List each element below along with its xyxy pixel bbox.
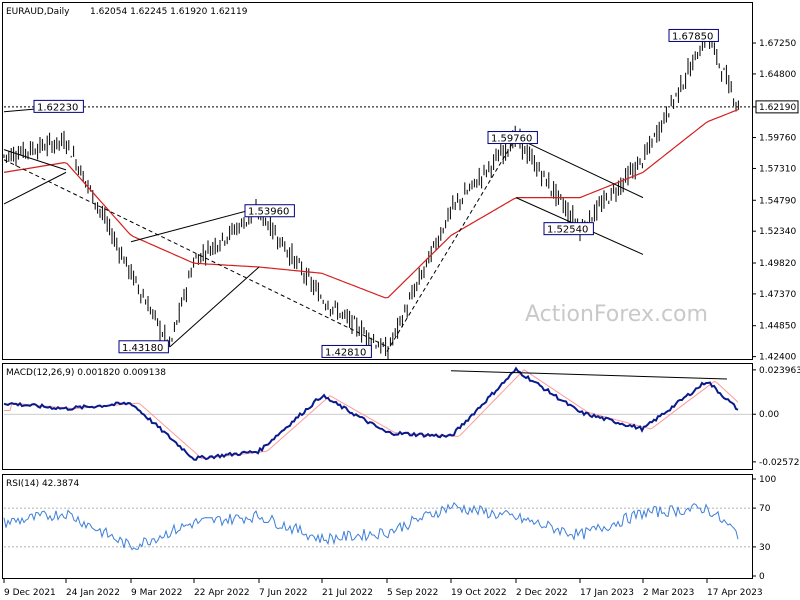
- xtick-label-7: 19 Oct 2022: [451, 588, 507, 598]
- annotation-box-2: [118, 340, 169, 354]
- xtick-label-4: 7 Jun 2022: [259, 588, 307, 598]
- price-ytick-label-9: 1.44850: [759, 322, 796, 332]
- xtick-label-10: 2 Mar 2023: [643, 588, 694, 598]
- xtick-label-3: 22 Apr 2022: [194, 588, 250, 598]
- annotation-box-0: [33, 99, 84, 113]
- price-ytick-label-2: 1.62190: [759, 103, 796, 113]
- trendline-5: [3, 159, 388, 347]
- trendline-1: [3, 149, 67, 171]
- trendline-7: [515, 137, 644, 199]
- annotation-label-2: 1.43180: [122, 343, 163, 354]
- macd-panel-frame: [2, 363, 753, 470]
- xtick-label-6: 5 Sep 2022: [387, 588, 438, 598]
- annotation-box-4: [487, 131, 538, 145]
- trendline-2: [3, 171, 67, 205]
- xtick-label-11: 17 Apr 2023: [707, 588, 763, 598]
- price-ytick-label-4: 1.57310: [759, 164, 796, 174]
- annotation-label-1: 1.53960: [248, 207, 289, 218]
- macd-line: [3, 366, 739, 461]
- price-ytick-label-8: 1.47370: [759, 290, 796, 300]
- rsi-panel-frame: [2, 474, 753, 579]
- annotation-box-1: [244, 204, 295, 218]
- macd-layer: [3, 366, 752, 461]
- macd-ytick-label-2: -0.025726: [759, 458, 800, 468]
- rsi-title: RSI(14) 42.3874: [6, 479, 79, 489]
- price-ytick-label-1: 1.64800: [759, 70, 796, 80]
- macd-ytick-label-0: 0.023963: [759, 366, 800, 376]
- rsi-ytick-label-3: 0: [759, 572, 765, 582]
- xtick-label-2: 9 Mar 2022: [131, 588, 182, 598]
- chart-symbol: EURAUD,Daily: [6, 7, 70, 17]
- macd-ytick-label-1: 0.00: [759, 410, 779, 420]
- trendline-3: [130, 207, 260, 243]
- chart-ohlc: 1.62054 1.62245 1.61920 1.62119: [90, 7, 248, 17]
- xtick-label-1: 24 Jan 2022: [66, 588, 120, 598]
- moving-average-line: [3, 108, 740, 299]
- xtick-label-9: 17 Jan 2023: [580, 588, 634, 598]
- price-ytick-label-6: 1.52340: [759, 227, 796, 237]
- annotation-box-6: [668, 28, 719, 42]
- annotation-box-3: [321, 344, 372, 358]
- annotation-label-5: 1.52540: [547, 225, 588, 236]
- annotation-label-0: 1.62230: [37, 102, 78, 113]
- rsi-layer: [3, 502, 752, 551]
- price-ytick-label-10: 1.42400: [759, 353, 796, 363]
- macd-trendline: [450, 370, 728, 380]
- price-layer: 1.62230 1.53960 1.43180 1.42810 1.59760 1.525…: [3, 28, 752, 359]
- price-ytick-label-7: 1.49820: [759, 259, 796, 269]
- axis-layer: 1.67250 1.64800 1.62190 1.59760 1.57310 1.547…: [3, 39, 800, 598]
- xtick-label-8: 2 Dec 2022: [516, 588, 568, 598]
- annotation-label-4: 1.59760: [491, 134, 532, 145]
- price-ytick-label-3: 1.59760: [759, 134, 796, 144]
- rsi-ytick-label-0: 100: [759, 475, 776, 485]
- rsi-ytick-label-2: 30: [759, 543, 771, 553]
- xtick-label-0: 9 Dec 2021: [4, 588, 56, 598]
- rsi-ytick-label-1: 70: [759, 504, 771, 514]
- rsi-line: [3, 502, 739, 551]
- annotation-label-3: 1.42810: [325, 347, 366, 358]
- current-price-box: [755, 100, 799, 114]
- trendline-4: [169, 266, 260, 348]
- annotation-box-5: [543, 222, 594, 236]
- price-ytick-label-5: 1.54790: [759, 196, 796, 206]
- watermark: ActionForex.com: [525, 302, 708, 327]
- xtick-label-5: 21 Jul 2022: [322, 588, 373, 598]
- macd-title: MACD(12,26,9) 0.001820 0.009138: [6, 368, 166, 378]
- annotation-label-6: 1.67850: [672, 31, 713, 42]
- price-ytick-label-0: 1.67250: [759, 39, 796, 49]
